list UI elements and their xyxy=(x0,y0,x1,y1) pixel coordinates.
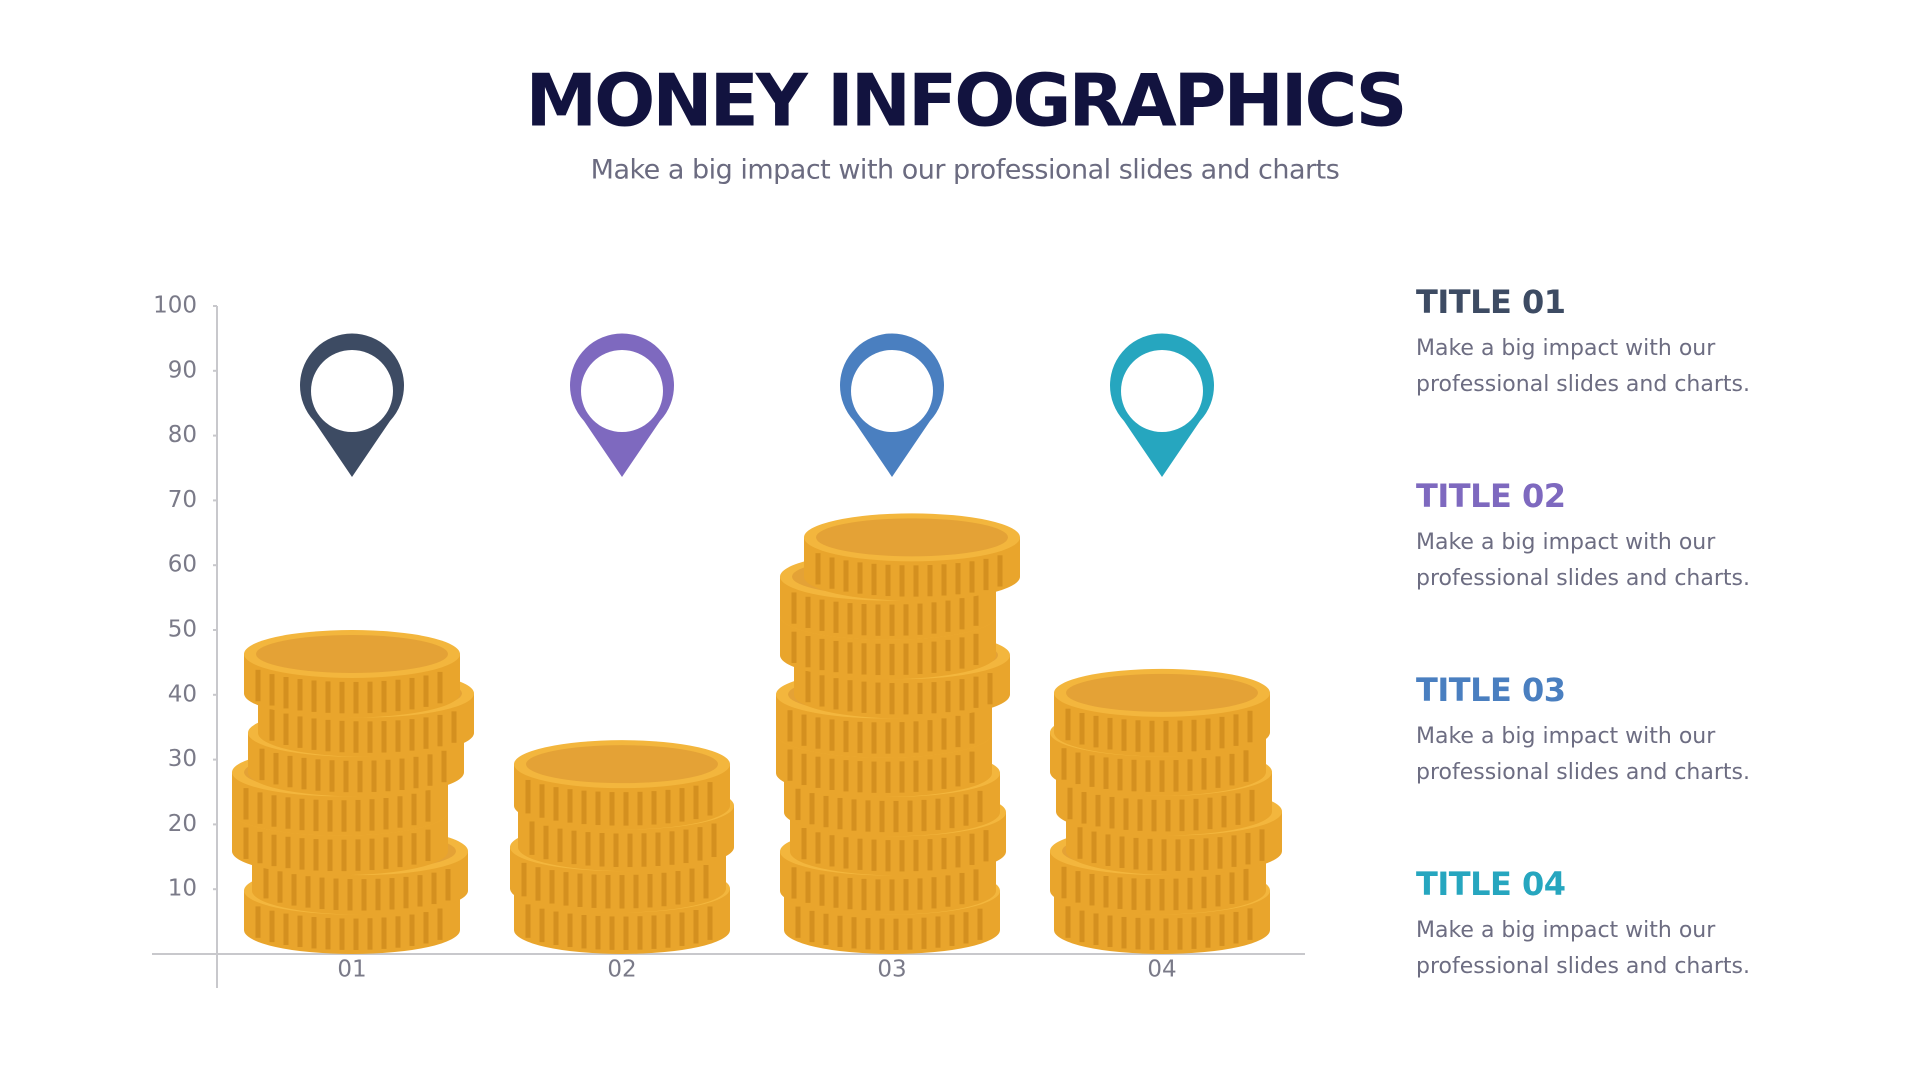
item-text: Make a big impact with our professional … xyxy=(1416,918,1750,979)
sidebar-item: TITLE 03 Make a big impact with our profe… xyxy=(1416,671,1836,791)
y-tick-label: 50 xyxy=(168,617,197,643)
x-tick-label: 02 xyxy=(607,957,636,983)
coin-stack xyxy=(232,630,474,954)
y-tick-label: 30 xyxy=(168,746,197,772)
x-tick-label: 03 xyxy=(877,957,906,983)
y-tick-label: 100 xyxy=(153,293,197,319)
pin-hole xyxy=(311,350,393,432)
y-tick-label: 20 xyxy=(168,811,197,837)
coin-face-inner xyxy=(816,518,1008,557)
x-tick-label: 01 xyxy=(337,957,366,983)
y-tick-label: 80 xyxy=(168,422,197,448)
item-title: TITLE 03 xyxy=(1416,671,1566,709)
x-tick-label: 04 xyxy=(1147,957,1176,983)
sidebar-item: TITLE 04 Make a big impact with our profe… xyxy=(1416,865,1836,985)
coin-face-inner xyxy=(256,635,448,673)
sidebar-item: TITLE 02 Make a big impact with our profe… xyxy=(1416,477,1836,597)
item-text: Make a big impact with our professional … xyxy=(1416,530,1750,591)
item-title: TITLE 02 xyxy=(1416,477,1566,515)
y-tick-label: 60 xyxy=(168,552,197,578)
y-tick-label: 40 xyxy=(168,681,197,707)
coin-stack xyxy=(1050,668,1282,954)
coin-face-inner xyxy=(1066,673,1258,712)
item-text: Make a big impact with our professional … xyxy=(1416,336,1750,397)
pin-hole xyxy=(581,350,663,432)
y-tick-label: 90 xyxy=(168,357,197,383)
y-tick-label: 70 xyxy=(168,487,197,513)
item-text: Make a big impact with our professional … xyxy=(1416,724,1750,785)
coin-stack xyxy=(776,513,1020,954)
chart-title: MONEY INFOGRAPHICS xyxy=(525,59,1404,143)
chart-subtitle: Make a big impact with our professional … xyxy=(591,155,1340,186)
pin-hole xyxy=(851,350,933,432)
item-title: TITLE 04 xyxy=(1416,865,1566,903)
item-title: TITLE 01 xyxy=(1416,283,1566,321)
coin-face-inner xyxy=(526,745,718,784)
y-tick-label: 10 xyxy=(168,876,197,902)
coin-stack xyxy=(510,740,734,954)
sidebar-item: TITLE 01 Make a big impact with our profe… xyxy=(1416,283,1836,403)
pin-hole xyxy=(1121,350,1203,432)
